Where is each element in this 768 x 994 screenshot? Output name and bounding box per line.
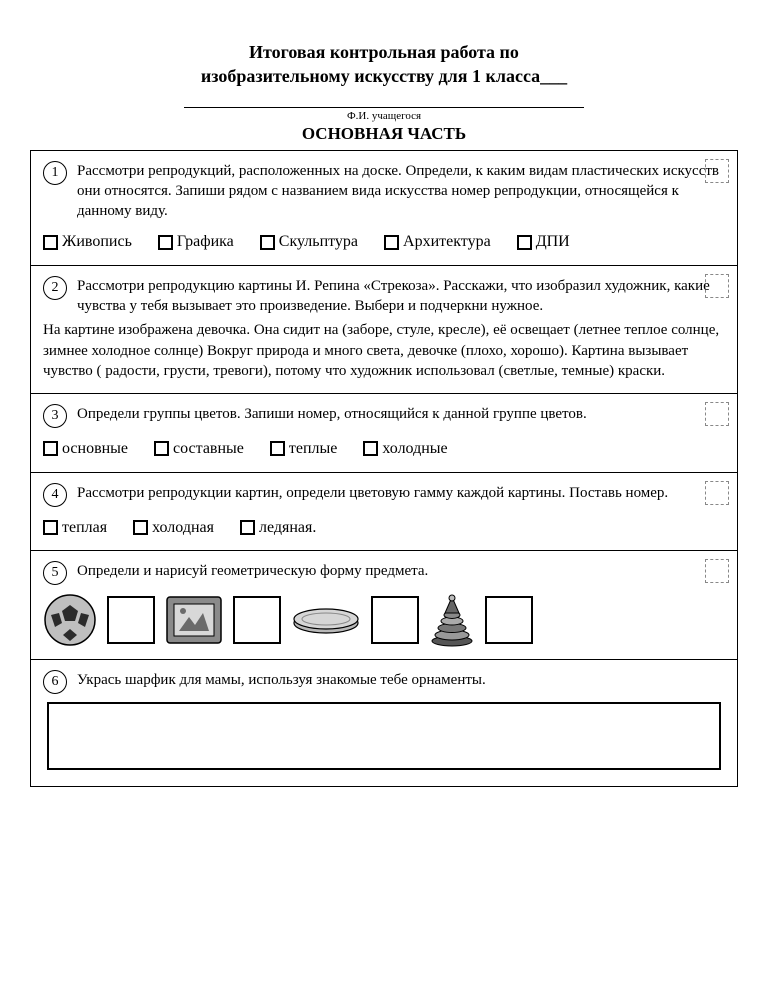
option-icy-gamma[interactable]: ледяная. [240,517,316,539]
checkbox-icon[interactable] [384,235,399,250]
option-dpi[interactable]: ДПИ [517,231,570,253]
option-primary[interactable]: основные [43,438,128,460]
option-sculpture[interactable]: Скульптура [260,231,358,253]
option-label: Живопись [62,231,132,253]
task-text: Рассмотри репродукций, расположенных на … [77,161,725,222]
answer-box[interactable] [371,596,419,644]
option-label: ледяная. [259,517,316,539]
option-label: теплые [289,438,338,460]
checkbox-icon[interactable] [43,441,58,456]
checkbox-icon[interactable] [43,520,58,535]
checkbox-icon[interactable] [154,441,169,456]
answer-box[interactable] [485,596,533,644]
task-6: 6 Укрась шарфик для мамы, используя знак… [31,660,737,786]
student-name-line[interactable] [184,107,584,108]
option-label: составные [173,438,244,460]
task-2: 2 Рассмотри репродукцию картины И. Репин… [31,266,737,394]
task-number: 3 [43,404,67,428]
checkbox-icon[interactable] [260,235,275,250]
task-text: Рассмотри репродукции картин, определи ц… [77,483,725,503]
worksheet-page: Итоговая контрольная работа по изобразит… [0,0,768,827]
option-cold-gamma[interactable]: холодная [133,517,214,539]
task-5: 5 Определи и нарисуй геометрическую форм… [31,551,737,660]
option-graphics[interactable]: Графика [158,231,234,253]
checkbox-icon[interactable] [270,441,285,456]
option-architecture[interactable]: Архитектура [384,231,491,253]
option-label: теплая [62,517,107,539]
task-text: Укрась шарфик для мамы, используя знаком… [77,670,725,690]
checkbox-icon[interactable] [240,520,255,535]
task-number: 1 [43,161,67,185]
answer-box[interactable] [233,596,281,644]
score-box[interactable] [705,274,729,298]
scarf-drawing-area[interactable] [47,702,721,770]
option-painting[interactable]: Живопись [43,231,132,253]
tray-icon [291,603,361,637]
checkbox-icon[interactable] [43,235,58,250]
checkbox-icon[interactable] [133,520,148,535]
task-body: На картине изображена девочка. Она сидит… [43,320,725,381]
shapes-row [43,593,725,647]
score-box[interactable] [705,559,729,583]
task-number: 4 [43,483,67,507]
options-row: основные составные теплые холодные [43,438,725,460]
option-label: Скульптура [279,231,358,253]
worksheet-body: 1 Рассмотри репродукций, расположенных н… [30,150,738,788]
title-line-2: изобразительному искусству для 1 класса_… [30,64,738,88]
option-label: основные [62,438,128,460]
options-row: теплая холодная ледяная. [43,517,725,539]
task-1: 1 Рассмотри репродукций, расположенных н… [31,151,737,266]
option-warm-gamma[interactable]: теплая [43,517,107,539]
student-name-caption: Ф.И. учащегося [30,110,738,122]
title-line-1: Итоговая контрольная работа по [30,40,738,64]
task-text: Определи и нарисуй геометрическую форму … [77,561,725,581]
option-label: холодная [152,517,214,539]
option-label: Архитектура [403,231,491,253]
option-warm[interactable]: теплые [270,438,338,460]
answer-box[interactable] [107,596,155,644]
option-label: холодные [382,438,447,460]
checkbox-icon[interactable] [363,441,378,456]
option-label: Графика [177,231,234,253]
score-box[interactable] [705,481,729,505]
checkbox-icon[interactable] [517,235,532,250]
checkbox-icon[interactable] [158,235,173,250]
pyramid-toy-icon [429,593,475,647]
ball-icon [43,593,97,647]
score-box[interactable] [705,159,729,183]
task-3: 3 Определи группы цветов. Запиши номер, … [31,394,737,473]
score-box[interactable] [705,402,729,426]
task-number: 5 [43,561,67,585]
task-4: 4 Рассмотри репродукции картин, определи… [31,473,737,552]
section-title: ОСНОВНАЯ ЧАСТЬ [30,124,738,144]
picture-frame-icon [165,595,223,645]
options-row: Живопись Графика Скульптура Архитектура … [43,231,725,253]
option-composite[interactable]: составные [154,438,244,460]
task-number: 6 [43,670,67,694]
task-text: Определи группы цветов. Запиши номер, от… [77,404,725,424]
page-title: Итоговая контрольная работа по изобразит… [30,40,738,89]
option-cold[interactable]: холодные [363,438,447,460]
task-number: 2 [43,276,67,300]
option-label: ДПИ [536,231,570,253]
task-lead: Рассмотри репродукцию картины И. Репина … [77,276,725,317]
